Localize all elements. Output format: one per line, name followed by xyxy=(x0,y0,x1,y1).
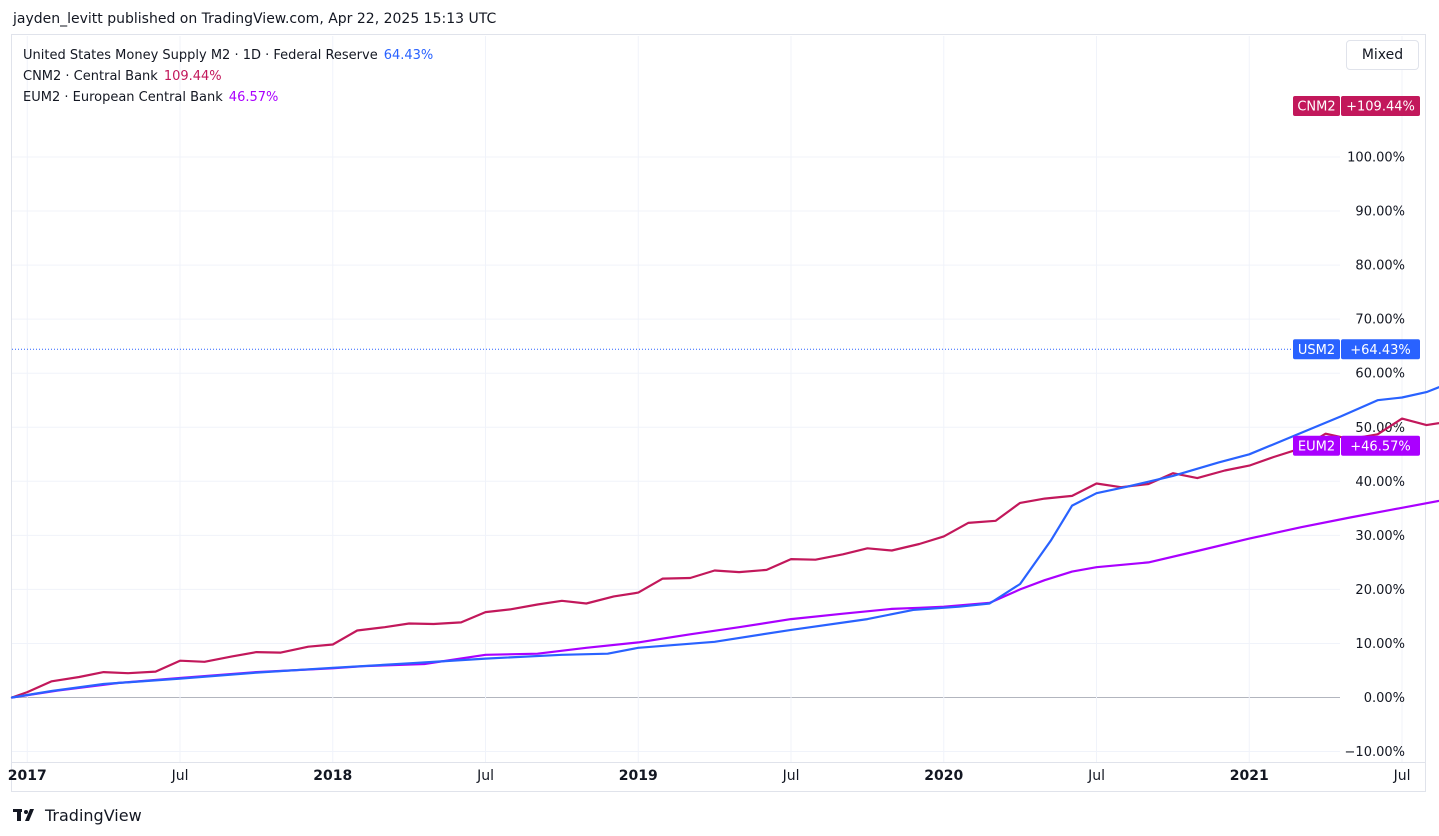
badge-value-usm2: +64.43% xyxy=(1350,343,1410,358)
x-tick-label: Jul xyxy=(782,768,800,784)
x-tick-label: 2021 xyxy=(1230,768,1269,784)
y-tick-label: 80.00% xyxy=(1355,259,1405,274)
x-axis: 2017Jul2018Jul2019Jul2020Jul2021Jul2022J… xyxy=(8,762,1425,784)
series-line-usm2 xyxy=(10,386,1439,699)
x-tick-label: Jul xyxy=(1393,768,1411,784)
x-tick-label: 2020 xyxy=(924,768,963,784)
badge-name-bg-eum2 xyxy=(1293,435,1340,456)
grid xyxy=(12,36,1403,762)
badge-value-eum2: +46.57% xyxy=(1350,439,1410,454)
y-axis: 100.00%90.00%80.00%70.00%60.00%50.00%40.… xyxy=(1345,151,1405,761)
badge-value-bg-usm2 xyxy=(1341,339,1420,360)
legend-value: 46.57% xyxy=(228,90,279,105)
tradingview-logo-icon xyxy=(13,809,34,821)
x-tick-label: 2017 xyxy=(8,768,47,784)
y-tick-label: 30.00% xyxy=(1355,529,1405,544)
y-tick-label: 70.00% xyxy=(1355,313,1405,328)
badge-name-cnm2: CNM2 xyxy=(1297,99,1335,114)
badge-value-bg-eum2 xyxy=(1341,435,1420,456)
legend-item-usm2[interactable]: United States Money Supply M2 · 1D · Fed… xyxy=(23,45,433,66)
legend-item-eum2[interactable]: EUM2 · European Central Bank 46.57% xyxy=(23,87,433,108)
legend-value: 64.43% xyxy=(383,48,434,63)
y-tick-label: −10.00% xyxy=(1345,745,1405,760)
y-tick-label: 60.00% xyxy=(1355,367,1405,382)
legend-value: 109.44% xyxy=(163,69,222,84)
publisher-credit: jayden_levitt published on TradingView.c… xyxy=(13,11,497,27)
y-tick-label: 10.00% xyxy=(1355,637,1405,652)
x-tick-label: 2019 xyxy=(619,768,658,784)
y-tick-label: 0.00% xyxy=(1364,691,1405,706)
legend: United States Money Supply M2 · 1D · Fed… xyxy=(23,45,433,108)
y-tick-label: 40.00% xyxy=(1355,475,1405,490)
series-line-cnm2 xyxy=(10,417,1439,699)
chart-frame xyxy=(11,34,1426,792)
x-tick-label: Jul xyxy=(171,768,189,784)
badge-name-usm2: USM2 xyxy=(1298,343,1335,358)
y-tick-label: 90.00% xyxy=(1355,205,1405,220)
series-lines xyxy=(10,348,1439,699)
tradingview-brand: TradingView xyxy=(45,805,142,825)
price-badges: USM2 +64.43% CNM2 +109.44% EUM2 +46.57% xyxy=(1293,95,1420,456)
badge-name-eum2: EUM2 xyxy=(1298,439,1335,454)
x-tick-label: 2018 xyxy=(313,768,352,784)
scale-mode-button[interactable]: Mixed xyxy=(1346,40,1419,70)
x-tick-label: Jul xyxy=(1087,768,1105,784)
legend-item-cnm2[interactable]: CNM2 · Central Bank 109.44% xyxy=(23,66,433,87)
legend-label: EUM2 · European Central Bank xyxy=(23,90,223,105)
legend-label: United States Money Supply M2 · 1D · Fed… xyxy=(23,48,378,63)
series-line-eum2 xyxy=(10,499,1439,699)
tradingview-footer[interactable]: TradingView xyxy=(13,804,142,826)
y-tick-label: 20.00% xyxy=(1355,583,1405,598)
x-tick-label: Jul xyxy=(476,768,494,784)
legend-label: CNM2 · Central Bank xyxy=(23,69,158,84)
badge-name-bg-cnm2 xyxy=(1293,95,1340,116)
badge-name-bg-usm2 xyxy=(1293,339,1340,360)
badge-value-cnm2: +109.44% xyxy=(1346,99,1415,114)
y-tick-label: 100.00% xyxy=(1347,151,1405,166)
badge-value-bg-cnm2 xyxy=(1341,95,1420,116)
